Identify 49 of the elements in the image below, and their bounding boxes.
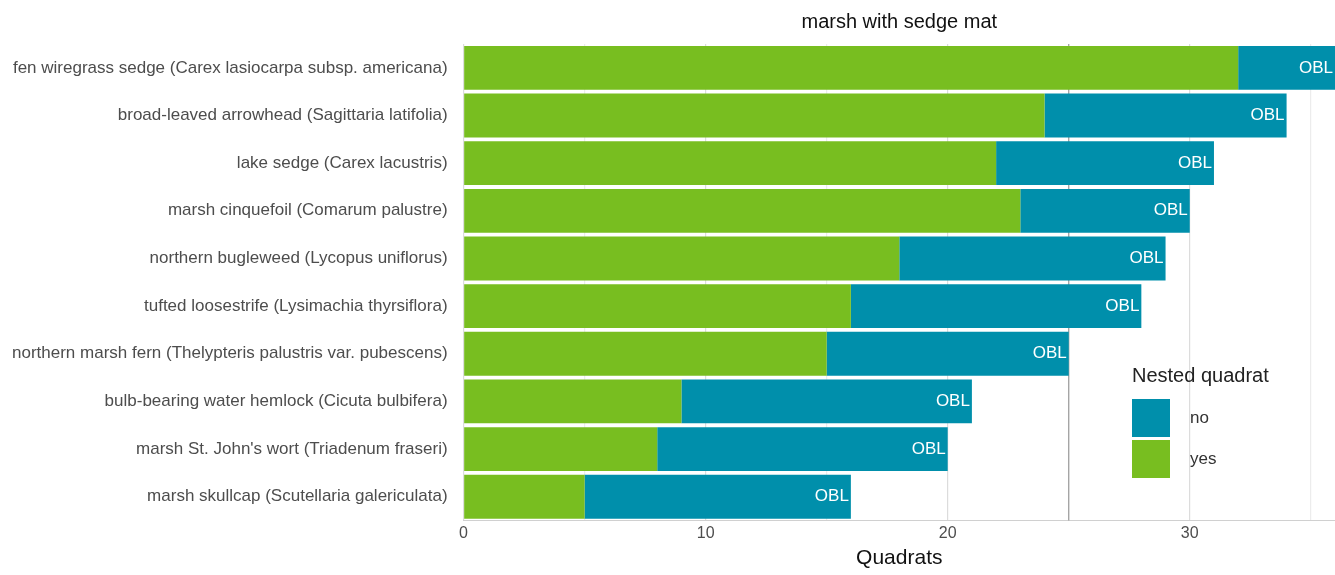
bar xyxy=(464,93,1045,138)
annotation: OBL xyxy=(1105,295,1140,315)
bar xyxy=(899,236,1166,281)
bar xyxy=(464,331,827,376)
legend-title: Nested quadrat xyxy=(1132,364,1269,387)
annotation: OBL xyxy=(1250,105,1285,125)
chart-title: marsh with sedge mat xyxy=(801,9,998,32)
annotation: OBL xyxy=(1032,343,1067,363)
y-tick-label: northern bugleweed (Lycopus uniflorus) xyxy=(149,248,448,268)
bar xyxy=(584,474,851,519)
y-tick-label: marsh St. John's wort (Triadenum fraseri) xyxy=(136,438,448,458)
annotation: OBL xyxy=(911,438,946,458)
y-tick-label: lake sedge (Carex lacustris) xyxy=(236,152,448,172)
annotation: OBL xyxy=(1129,248,1164,268)
bar xyxy=(464,379,682,424)
bar xyxy=(1238,45,1335,90)
annotation: OBL xyxy=(1153,200,1188,220)
annotation: OBL xyxy=(1177,152,1212,172)
bar xyxy=(850,284,1142,329)
y-tick-label: marsh cinquefoil (Comarum palustre) xyxy=(167,200,448,220)
annotation: OBL xyxy=(814,486,849,506)
bar xyxy=(464,188,1021,233)
x-tick-label: 30 xyxy=(1180,523,1199,541)
x-tick-label: 20 xyxy=(938,523,957,541)
y-tick-label: marsh skullcap (Scutellaria galericulata) xyxy=(147,486,448,506)
y-tick-label: bulb-bearing water hemlock (Cicuta bulbifera) xyxy=(104,391,448,411)
bar xyxy=(464,474,585,519)
bar xyxy=(464,284,851,329)
legend-label: yes xyxy=(1190,448,1217,469)
bar xyxy=(464,141,997,186)
bar xyxy=(826,331,1069,376)
bar xyxy=(1044,93,1287,138)
bar xyxy=(464,236,900,281)
x-tick-label: 0 xyxy=(459,523,469,541)
y-tick-label: fen wiregrass sedge (Carex lasiocarpa subsp. americana) xyxy=(12,57,448,77)
y-tick-label: broad-leaved arrowhead (Sagittaria latifolia) xyxy=(117,105,448,125)
annotation: OBL xyxy=(1298,57,1333,77)
x-tick-label: 10 xyxy=(696,523,715,541)
bar xyxy=(681,379,972,424)
bar xyxy=(1020,188,1190,233)
y-tick-label: northern marsh fern (Thelypteris palustris var. pubescens) xyxy=(12,343,448,363)
bar xyxy=(996,141,1214,186)
bar xyxy=(464,427,658,472)
annotation: OBL xyxy=(935,391,970,411)
legend-label: no xyxy=(1190,407,1209,428)
bar xyxy=(657,427,948,472)
y-tick-label: tufted loosestrife (Lysimachia thyrsiflora) xyxy=(143,295,448,315)
x-axis-title: Quadrats xyxy=(856,545,943,569)
bar xyxy=(464,45,1239,90)
